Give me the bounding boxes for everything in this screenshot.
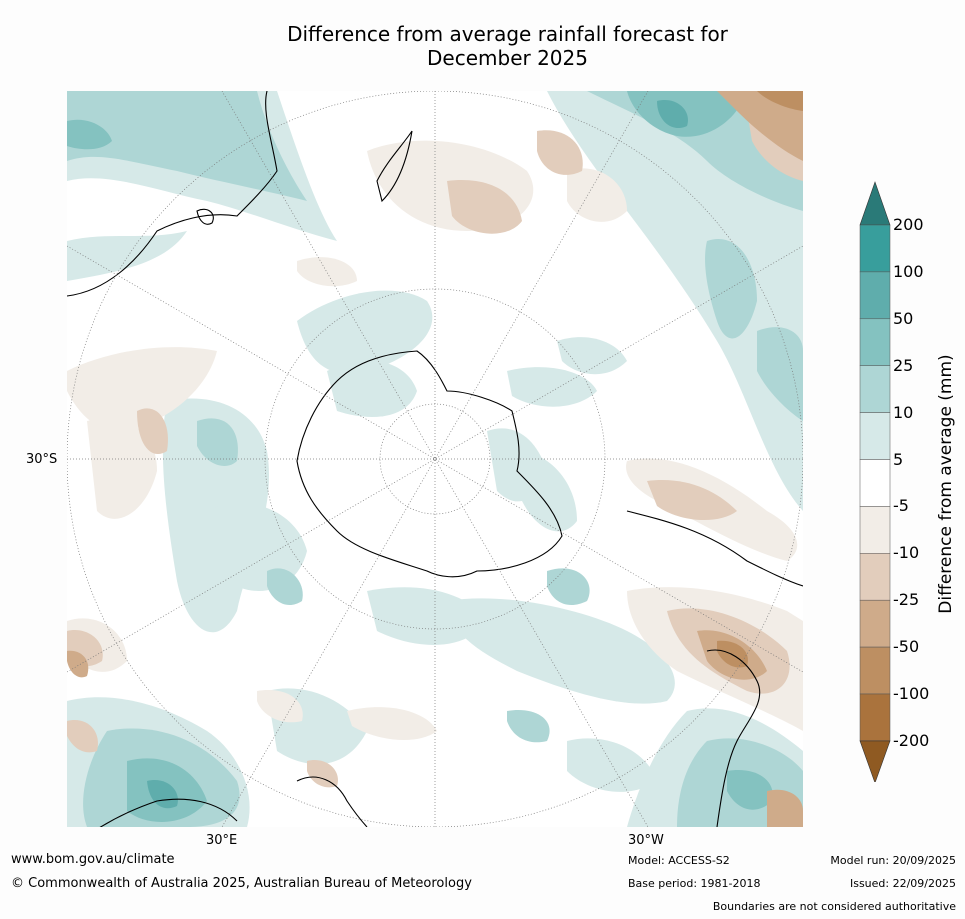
colorbar-arrow-bottom — [859, 740, 891, 782]
lon-label-30e: 30°E — [206, 833, 238, 848]
anomaly-25-50-regions — [67, 91, 773, 822]
lat-label-30s: 30°S — [26, 452, 58, 467]
title-line-1: Difference from average rainfall forecas… — [287, 22, 728, 46]
colorbar-tick-label: 100 — [893, 261, 924, 281]
colorbar-title: Difference from average (mm) — [936, 354, 956, 614]
colorbar-tick-label: 50 — [893, 308, 914, 328]
colorbar-swatch-50_100 — [859, 271, 891, 320]
colorbar — [859, 181, 891, 782]
copyright-text: © Commonwealth of Australia 2025, Austra… — [11, 876, 472, 891]
colorbar-swatch-m50_m25 — [859, 599, 891, 648]
colorbar-swatch-m100_m50 — [859, 646, 891, 695]
colorbar-swatch-10_25 — [859, 365, 891, 413]
colorbar-tick-label: -200 — [893, 730, 930, 750]
colorbar-swatch-m200_m100 — [859, 693, 891, 742]
website-link[interactable]: www.bom.gov.au/climate — [11, 852, 175, 867]
colorbar-tick-label: 25 — [893, 355, 914, 375]
map-title: Difference from average rainfall forecas… — [0, 22, 965, 70]
rainfall-anomaly-map — [67, 91, 803, 827]
colorbar-tick-label: -5 — [893, 496, 909, 516]
colorbar-swatch-5_10 — [859, 412, 891, 460]
colorbar-swatch-100_200 — [859, 224, 891, 273]
graticule — [67, 91, 803, 827]
colorbar-tick-label: 5 — [893, 449, 904, 469]
colorbar-tick-label: -25 — [893, 590, 920, 610]
colorbar-tick-label: 10 — [893, 402, 914, 422]
anomaly-5-10-regions — [67, 91, 803, 827]
colorbar-tick-label: -100 — [893, 684, 930, 703]
anomaly-50-100-regions — [147, 100, 688, 809]
colorbar-swatch-m10_m5 — [859, 506, 891, 554]
colorbar-tick-label: 200 — [893, 215, 924, 234]
colorbar-swatch-m25_m10 — [859, 553, 891, 601]
coastlines — [67, 91, 803, 827]
model-text: Model: ACCESS-S2 — [628, 854, 730, 867]
disclaimer-text: Boundaries are not considered authoritat… — [712, 900, 956, 913]
model-run-text: Model run: 20/09/2025 — [830, 854, 956, 867]
lon-label-30w: 30°W — [628, 833, 664, 848]
title-line-2: December 2025 — [427, 46, 588, 70]
colorbar-tick-label: -50 — [893, 637, 920, 657]
colorbar-arrow-top — [859, 181, 891, 226]
colorbar-tick-label: -10 — [893, 543, 920, 563]
issued-text: Issued: 22/09/2025 — [849, 877, 956, 890]
base-period-text: Base period: 1981-2018 — [628, 877, 761, 890]
colorbar-swatch-25_50 — [859, 318, 891, 366]
colorbar-swatch-neutral — [859, 459, 891, 507]
anomaly-neg25-neg50-regions — [67, 91, 803, 827]
